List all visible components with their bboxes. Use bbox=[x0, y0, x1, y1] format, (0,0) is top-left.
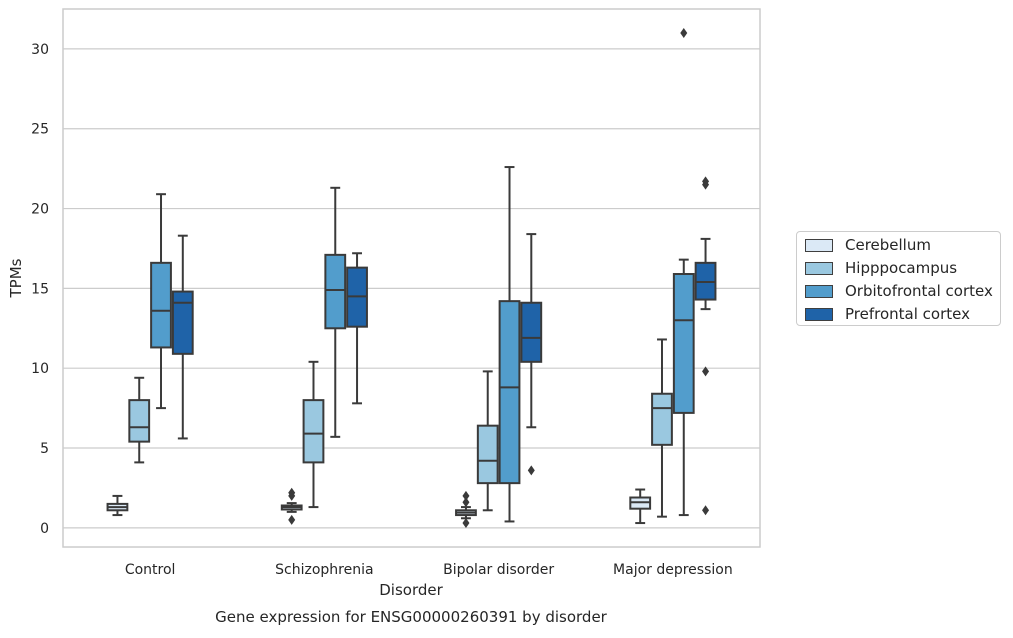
grid-layer bbox=[63, 48, 760, 529]
y-tick-label: 25 bbox=[31, 122, 49, 138]
box-group bbox=[520, 233, 543, 476]
outlier-point bbox=[702, 366, 710, 377]
box bbox=[302, 399, 325, 464]
x-tick-label: Schizophrenia bbox=[275, 562, 373, 578]
box-group bbox=[476, 370, 499, 512]
legend-item-prefrontal: Prefrontal cortex bbox=[805, 304, 970, 324]
outlier-point bbox=[462, 497, 470, 508]
legend-label-orbitofrontal: Orbitofrontal cortex bbox=[845, 282, 993, 300]
box-group bbox=[280, 487, 303, 525]
box-group bbox=[346, 252, 368, 405]
box-group bbox=[128, 376, 151, 464]
y-tick-labels: 0 5 10 15 20 25 30 bbox=[31, 42, 49, 537]
box-group bbox=[106, 494, 129, 517]
box-group bbox=[629, 488, 652, 525]
y-tick-label: 30 bbox=[31, 42, 49, 58]
legend-swatch-cerebellum bbox=[805, 238, 833, 252]
box bbox=[128, 399, 151, 443]
box bbox=[498, 300, 521, 485]
x-tick-label: Control bbox=[125, 562, 176, 578]
box bbox=[672, 273, 695, 414]
x-axis-label: Disorder bbox=[379, 581, 443, 599]
plot-frame bbox=[62, 8, 761, 548]
y-tick-label: 20 bbox=[31, 202, 49, 218]
legend-swatch-prefrontal bbox=[805, 307, 833, 321]
legend-label-hippocampus: Hipppocampus bbox=[845, 259, 958, 277]
legend-swatch-hippocampus bbox=[805, 261, 833, 275]
outlier-point bbox=[702, 176, 710, 187]
box-group bbox=[651, 338, 673, 518]
box-group bbox=[324, 186, 347, 438]
box bbox=[651, 392, 673, 446]
legend-label-prefrontal: Prefrontal cortex bbox=[845, 305, 970, 323]
box-group bbox=[694, 176, 717, 516]
outlier-point bbox=[462, 490, 470, 501]
box bbox=[150, 261, 172, 349]
box-group bbox=[302, 360, 325, 509]
legend-item-cerebellum: Cerebellum bbox=[805, 235, 931, 255]
box-group bbox=[455, 490, 477, 529]
x-tick-labels: Control Schizophrenia Bipolar disorder Majo… bbox=[125, 562, 733, 578]
legend-item-hippocampus: Hipppocampus bbox=[805, 258, 957, 278]
outlier-point bbox=[702, 505, 710, 516]
x-tick-label: Major depression bbox=[613, 562, 733, 578]
y-axis-label: TPMs bbox=[7, 258, 25, 298]
outlier-point bbox=[680, 27, 688, 38]
box-group bbox=[171, 234, 194, 440]
chart-title: Gene expression for ENSG00000260391 by d… bbox=[215, 608, 608, 626]
plot-background bbox=[63, 9, 760, 547]
box bbox=[476, 424, 499, 485]
y-tick-label: 0 bbox=[40, 521, 49, 537]
outlier-point bbox=[288, 487, 296, 498]
y-tick-label: 5 bbox=[40, 441, 49, 457]
legend-swatch-orbitofrontal bbox=[805, 284, 833, 298]
outlier-point bbox=[527, 465, 535, 476]
x-tick-label: Bipolar disorder bbox=[443, 562, 554, 578]
legend-label-cerebellum: Cerebellum bbox=[845, 236, 931, 254]
legend-item-orbitofrontal: Orbitofrontal cortex bbox=[805, 281, 993, 301]
box-group bbox=[672, 27, 695, 517]
box-group bbox=[498, 166, 521, 523]
y-tick-label: 10 bbox=[31, 361, 49, 377]
y-tick-label: 15 bbox=[31, 281, 49, 297]
legend: Cerebellum Hipppocampus Orbitofrontal co… bbox=[796, 231, 1001, 326]
box bbox=[520, 301, 543, 363]
box bbox=[324, 253, 347, 330]
outlier-point bbox=[288, 514, 296, 525]
boxes-layer bbox=[106, 27, 717, 529]
box bbox=[171, 290, 194, 355]
box-group bbox=[150, 193, 172, 410]
outlier-point bbox=[462, 518, 470, 529]
